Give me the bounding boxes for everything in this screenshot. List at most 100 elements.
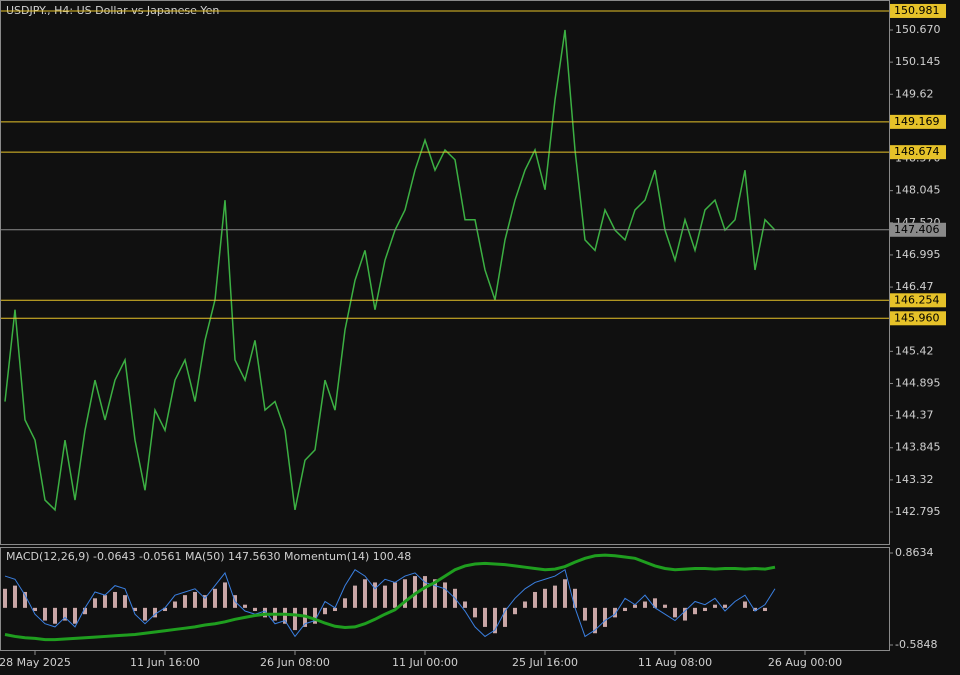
x-tick-label: 26 Aug 00:00 [768, 656, 842, 669]
macd-bar [323, 607, 327, 615]
x-tick-label: 11 Jun 16:00 [130, 656, 200, 669]
macd-bar [293, 607, 297, 631]
macd-bar [73, 607, 77, 624]
indicator-tick-label: 0.8634 [895, 546, 934, 559]
macd-bar [333, 607, 337, 612]
macd-bar [673, 607, 677, 618]
level-label-box [890, 222, 946, 237]
main-panel [0, 0, 890, 545]
x-tick-label: 26 Jun 08:00 [260, 656, 330, 669]
macd-bar [13, 585, 17, 608]
y-tick-label: 143.32 [895, 473, 934, 486]
macd-bar [133, 607, 137, 612]
y-tick-label: 146.995 [895, 248, 941, 261]
macd-bar [343, 598, 347, 608]
macd-bar [683, 607, 687, 621]
macd-bar [313, 607, 317, 624]
macd-bar [3, 588, 7, 608]
indicator-label: MACD(12,26,9) -0.0643 -0.0561 MA(50) 147… [6, 550, 411, 563]
macd-bar [753, 607, 757, 612]
macd-bar [593, 607, 597, 634]
level-label: 146.254 [894, 293, 940, 306]
macd-bar [213, 588, 217, 608]
macd-bar [173, 601, 177, 608]
macd-bar [623, 607, 627, 612]
macd-bar [103, 595, 107, 608]
macd-bar [113, 591, 117, 608]
level-label-box [890, 293, 946, 308]
x-tick-label: 28 May 2025 [0, 656, 71, 669]
level-label: 145.960 [894, 311, 940, 324]
macd-bar [83, 607, 87, 615]
macd-bar [373, 582, 377, 608]
y-tick-label: 150.145 [895, 55, 941, 68]
indicator-line [4, 553, 776, 642]
macd-bar [583, 607, 587, 621]
macd-bar [663, 604, 667, 608]
y-tick-label: 150.670 [895, 23, 941, 36]
y-tick-label: 143.845 [895, 441, 941, 454]
macd-bar [203, 595, 207, 608]
macd-bar [283, 607, 287, 624]
y-tick-label: 142.795 [895, 505, 941, 518]
x-tick-label: 11 Jul 00:00 [392, 656, 458, 669]
macd-bar [143, 607, 147, 621]
y-tick-label: 144.895 [895, 376, 941, 389]
macd-bar [383, 585, 387, 608]
macd-bar [433, 579, 437, 608]
indicator-tick-label: -0.5848 [895, 638, 937, 651]
macd-bar [193, 591, 197, 608]
macd-bar [43, 607, 47, 621]
y-tick-label: 149.62 [895, 87, 934, 100]
price-line [4, 29, 776, 512]
macd-bar [543, 588, 547, 608]
macd-bar [633, 604, 637, 608]
macd-bar [353, 585, 357, 608]
macd-bar [263, 607, 267, 618]
macd-bar [693, 607, 697, 615]
y-tick-label: 144.37 [895, 409, 934, 422]
macd-bar [523, 601, 527, 608]
macd-bar [503, 607, 507, 627]
macd-bar [93, 598, 97, 608]
macd-bar [613, 607, 617, 618]
macd-bar [163, 607, 167, 612]
macd-bar [563, 579, 567, 608]
macd-bar [403, 579, 407, 608]
level-label-box [890, 3, 946, 18]
macd-bar [743, 601, 747, 608]
macd-bar [653, 598, 657, 608]
level-label: 150.981 [894, 4, 940, 17]
macd-bar [703, 607, 707, 612]
macd-bar [493, 607, 497, 634]
macd-bar [413, 576, 417, 608]
macd-bar [553, 585, 557, 608]
macd-bar [63, 607, 67, 621]
y-tick-label: 146.47 [895, 280, 934, 293]
x-tick-label: 11 Aug 08:00 [638, 656, 712, 669]
level-label-box [890, 145, 946, 160]
level-label-box [890, 114, 946, 129]
macd-bar [183, 595, 187, 608]
macd-bar [423, 576, 427, 608]
macd-bar [243, 604, 247, 608]
macd-bar [723, 604, 727, 608]
macd-bar [223, 582, 227, 608]
macd-bar [253, 607, 257, 612]
level-label: 149.169 [894, 115, 940, 128]
macd-bar [23, 591, 27, 608]
y-tick-label: 145.42 [895, 344, 934, 357]
macd-bar [603, 607, 607, 627]
level-label: 147.406 [894, 223, 940, 236]
macd-bar [483, 607, 487, 627]
level-label: 148.674 [894, 145, 940, 158]
macd-bar [443, 582, 447, 608]
macd-bar [473, 607, 477, 618]
level-label-box [890, 311, 946, 326]
macd-bar [533, 591, 537, 608]
macd-bar [463, 601, 467, 608]
x-tick-label: 25 Jul 16:00 [512, 656, 578, 669]
y-tick-label: 148.045 [895, 184, 941, 197]
macd-bar [363, 579, 367, 608]
